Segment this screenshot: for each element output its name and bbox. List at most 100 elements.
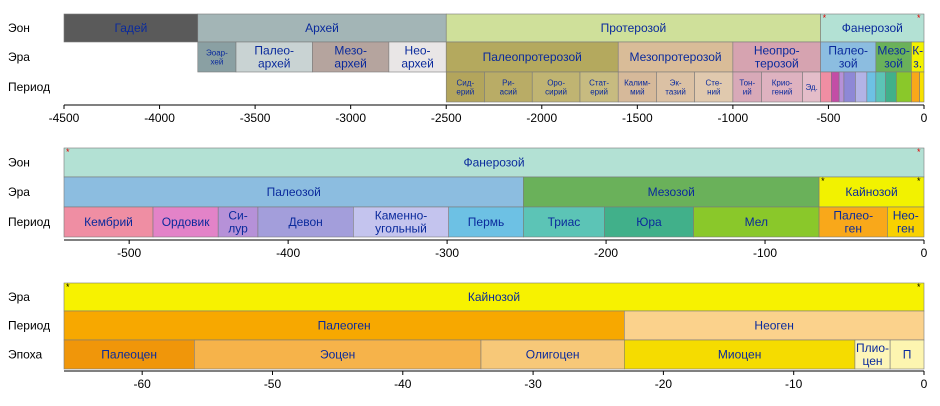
segment-label: Фанерозой	[842, 21, 903, 35]
segment-label: К-	[912, 44, 923, 58]
segment-label: Эоцен	[320, 348, 355, 362]
segment-label: Кембрий	[84, 215, 133, 229]
segment-label: Палео-	[828, 44, 868, 58]
segment-label: Кайнозой	[468, 290, 520, 304]
segment-label: Мезозой	[648, 185, 695, 199]
segment-label: Плио-	[856, 341, 889, 355]
boundary-star-icon: *	[821, 176, 825, 186]
segment-эра-нео-архей	[388, 41, 447, 73]
segment-label: ий	[743, 87, 752, 96]
segment-label: хей	[210, 57, 223, 66]
phanerozoic-scale-panel: Эон Фанерозой * * Эра Палеозой Мезозой Кайнозой…	[8, 147, 928, 260]
axis-tick-label: -2500	[431, 111, 462, 125]
segment-label: Калим-	[624, 78, 651, 87]
segment-label: Мезопротерозой	[629, 50, 721, 64]
axis-tick-label: -50	[264, 377, 282, 391]
segment-label: Триас	[548, 215, 581, 229]
segment-label: сирий	[545, 87, 567, 96]
segment-label: лур	[228, 222, 248, 236]
segment-период-палеоген	[63, 310, 625, 341]
segment-эра-мезо-архей	[312, 41, 390, 73]
segment-период-неоген	[624, 310, 925, 341]
segment-период-нео-ген	[887, 206, 925, 238]
axis-tick-label: -200	[594, 246, 618, 260]
segment-период-кембрий	[63, 206, 154, 238]
axis-tick-label: -500	[117, 246, 141, 260]
segment-label: Мезо-	[877, 44, 910, 58]
boundary-star-icon: *	[917, 282, 921, 292]
segment-период-unlabeled	[919, 71, 925, 103]
segment-label: Тон-	[739, 78, 755, 87]
segment-период-си-лур	[217, 206, 259, 238]
segment-label: цен	[863, 354, 883, 368]
axis-tick-label: 0	[921, 246, 928, 260]
segment-эон-фанерозой	[63, 147, 925, 178]
segment-период-оро-сирий	[531, 71, 581, 103]
segment-label: Протерозой	[601, 21, 667, 35]
segment-label: Сид-	[457, 78, 475, 87]
segment-label: Палео-	[833, 209, 873, 223]
segment-label: терозой	[755, 57, 799, 71]
segment-label: мий	[630, 87, 644, 96]
segment-label: Юра	[636, 215, 662, 229]
segment-эпоха-плио-цен	[854, 339, 891, 370]
segment-эон-гадей	[63, 13, 199, 43]
segment-период-юра	[604, 206, 694, 238]
segment-label: Эк-	[670, 78, 682, 87]
segment-label: Ри-	[502, 78, 515, 87]
segment-label: асий	[500, 87, 517, 96]
segment-эра-мезопротерозой	[617, 41, 734, 73]
segment-label: Гадей	[114, 21, 147, 35]
segment-эра-мезозой	[523, 176, 820, 208]
row-label-эра: Эра	[8, 290, 30, 304]
segment-label: Олигоцен	[526, 348, 580, 362]
segment-эон-архей	[197, 13, 447, 43]
segment-период-unlabeled	[820, 71, 832, 103]
segment-label: ерий	[456, 87, 474, 96]
row-label-период: Период	[8, 215, 50, 229]
segment-эра-кайнозой	[63, 282, 925, 312]
segment-label: Стат-	[589, 78, 609, 87]
boundary-star-icon: *	[66, 282, 70, 292]
segment-период-unlabeled	[911, 71, 920, 103]
segment-label: Нео-	[893, 209, 919, 223]
segment-эпоха-миоцен	[624, 339, 856, 370]
axis-tick-label: -400	[276, 246, 300, 260]
axis-tick-label: -3000	[335, 111, 366, 125]
axis-tick-label: -4000	[144, 111, 175, 125]
segment-label: Кайнозой	[845, 185, 897, 199]
segment-период-unlabeled	[843, 71, 856, 103]
segment-label: архей	[401, 57, 433, 71]
segment-эон-фанерозой	[820, 13, 925, 43]
axis-tick-label: -3500	[240, 111, 271, 125]
axis-tick-label: -500	[816, 111, 840, 125]
axis-tick-label: -30	[524, 377, 542, 391]
segment-label: Эоар-	[206, 48, 228, 57]
segment-период-ри-асий	[484, 71, 533, 103]
segment-период-пермь	[448, 206, 524, 238]
segment-период-unlabeled	[838, 71, 845, 103]
axis-tick-label: 0	[921, 111, 928, 125]
segment-label: П	[903, 348, 912, 362]
axis-tick-label: -4500	[49, 111, 80, 125]
row-label-эон: Эон	[8, 21, 30, 35]
segment-эра-кайнозой	[818, 176, 925, 208]
segment-label: ний	[707, 87, 720, 96]
segment-label: зой	[839, 57, 858, 71]
segment-label: Палеозой	[267, 185, 321, 199]
segment-label: Палеоцен	[101, 348, 157, 362]
row-label-эпоха: Эпоха	[8, 348, 43, 362]
segment-эон-протерозой	[445, 13, 821, 43]
boundary-star-icon: *	[66, 147, 70, 157]
segment-эра-палео-архей	[235, 41, 313, 73]
segment-период-unlabeled	[885, 71, 897, 103]
segment-период-ордовик	[152, 206, 219, 238]
segment-label: Каменно-	[375, 209, 428, 223]
segment-label: тазий	[665, 87, 686, 96]
segment-период-unlabeled	[866, 71, 877, 103]
segment-период-тон-ий	[732, 71, 762, 103]
segment-период-эк-тазий	[656, 71, 695, 103]
axis-tick-label: -40	[394, 377, 412, 391]
segment-эпоха-палеоцен	[63, 339, 195, 370]
